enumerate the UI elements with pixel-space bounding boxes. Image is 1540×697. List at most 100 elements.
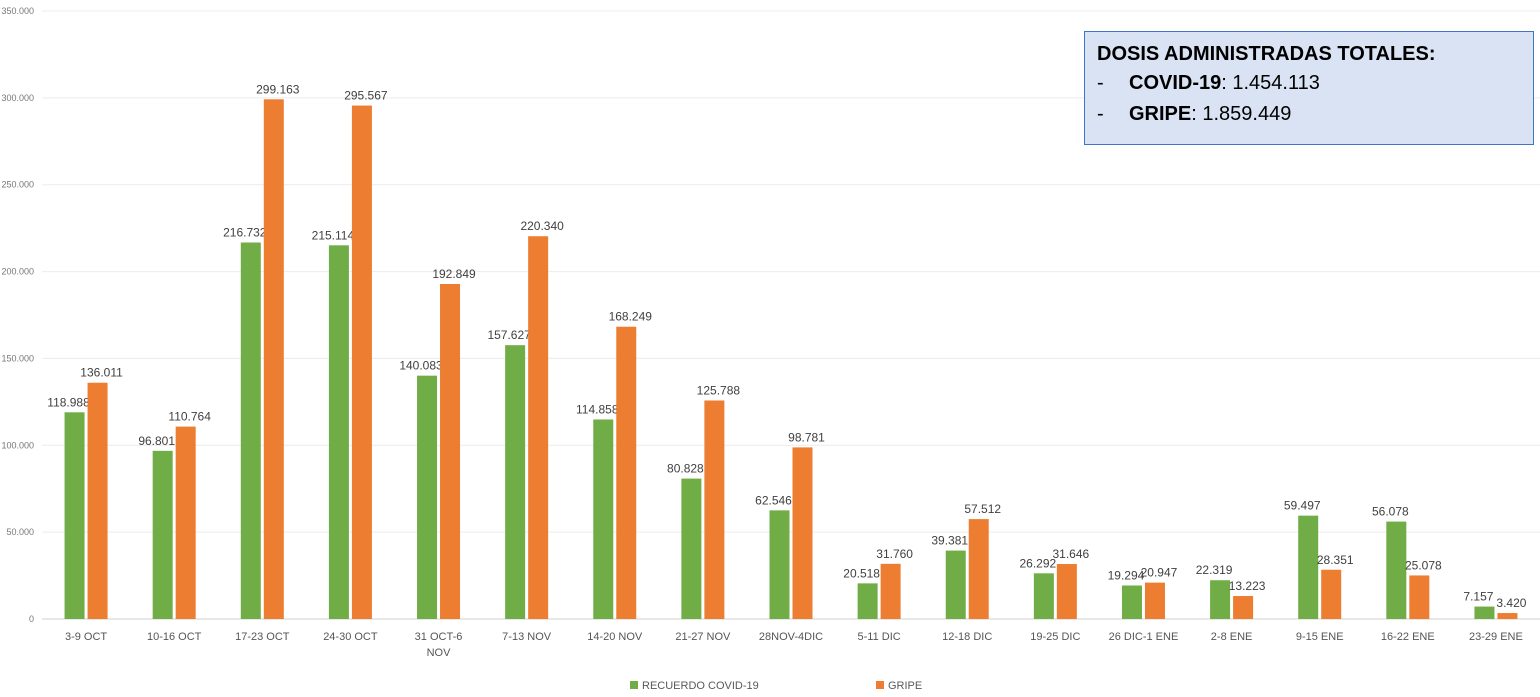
x-tick-label: 5-11 DIC	[858, 631, 901, 643]
bar-covid	[769, 510, 790, 619]
data-label-covid: 62.546	[755, 493, 792, 507]
legend-swatch-covid	[630, 681, 638, 689]
x-tick-label: 17-23 OCT	[235, 631, 290, 643]
data-label-gripe: 125.788	[697, 383, 741, 397]
bar-gripe	[880, 563, 901, 619]
data-label-covid: 216.732	[223, 226, 267, 240]
y-tick-label: 100.000	[1, 440, 34, 450]
bar-gripe	[1409, 575, 1430, 619]
bar-covid	[681, 478, 702, 619]
totals-box: DOSIS ADMINISTRADAS TOTALES: - COVID-19: …	[1084, 31, 1534, 145]
bar-gripe	[263, 99, 284, 619]
data-label-covid: 215.114	[312, 228, 355, 242]
x-tick-label: NOV	[427, 647, 452, 659]
x-tick-label: 14-20 NOV	[587, 631, 643, 643]
data-label-gripe: 295.567	[344, 89, 388, 103]
y-tick-label: 200.000	[1, 267, 34, 277]
data-label-gripe: 28.351	[1317, 553, 1354, 567]
bar-covid	[1298, 515, 1319, 619]
bar-gripe	[968, 519, 989, 619]
legend-label-gripe: GRIPE	[888, 680, 922, 692]
x-tick-label: 19-25 DIC	[1030, 631, 1080, 643]
bar-covid	[1386, 521, 1407, 619]
data-label-covid: 118.988	[47, 395, 90, 409]
data-label-covid: 59.497	[1284, 499, 1321, 513]
totals-covid-label: COVID-19	[1129, 72, 1222, 94]
list-dash: -	[1097, 72, 1104, 94]
bar-gripe	[1056, 564, 1077, 619]
bar-covid	[240, 242, 261, 619]
data-label-gripe: 20.947	[1141, 566, 1178, 580]
bar-gripe	[1321, 569, 1342, 619]
x-tick-label: 12-18 DIC	[942, 631, 992, 643]
x-tick-label: 2-8 ENE	[1211, 631, 1253, 643]
data-label-gripe: 3.420	[1496, 596, 1526, 610]
y-tick-label: 350.000	[1, 6, 34, 16]
y-tick-label: 250.000	[1, 180, 34, 190]
bar-gripe	[1144, 582, 1165, 619]
data-label-covid: 157.627	[487, 328, 531, 342]
data-label-gripe: 13.223	[1229, 579, 1266, 593]
bar-covid	[1121, 585, 1142, 619]
bar-covid	[152, 450, 173, 619]
data-label-covid: 7.157	[1463, 590, 1493, 604]
bar-covid	[593, 419, 614, 619]
totals-covid-value: : 1.454.113	[1221, 72, 1320, 94]
data-label-covid: 140.083	[399, 359, 443, 373]
data-label-gripe: 220.340	[520, 219, 564, 233]
data-label-covid: 26.292	[1020, 556, 1057, 570]
x-tick-label: 28NOV-4DIC	[759, 631, 823, 643]
bar-gripe	[440, 283, 461, 619]
data-label-covid: 20.518	[843, 566, 880, 580]
legend-label-covid: RECUERDO COVID-19	[642, 680, 759, 692]
bar-gripe	[616, 326, 637, 619]
x-tick-label: 23-29 ENE	[1469, 631, 1523, 643]
data-label-gripe: 98.781	[788, 430, 825, 444]
x-tick-label: 26 DIC-1 ENE	[1109, 631, 1179, 643]
y-tick-label: 150.000	[1, 353, 34, 363]
bar-gripe	[1497, 613, 1518, 619]
data-label-gripe: 299.163	[256, 82, 300, 96]
data-label-gripe: 31.646	[1053, 547, 1090, 561]
data-label-covid: 80.828	[667, 462, 704, 476]
bar-covid	[945, 550, 966, 619]
data-label-gripe: 31.760	[876, 547, 913, 561]
bar-covid	[64, 412, 85, 619]
list-dash: -	[1097, 103, 1104, 125]
x-tick-label: 9-15 ENE	[1296, 631, 1344, 643]
data-label-gripe: 110.764	[168, 410, 211, 424]
legend-swatch-gripe	[876, 681, 884, 689]
data-label-gripe: 57.512	[964, 502, 1001, 516]
x-tick-label: 7-13 NOV	[502, 631, 552, 643]
x-tick-label: 21-27 NOV	[675, 631, 731, 643]
totals-title: DOSIS ADMINISTRADAS TOTALES:	[1097, 43, 1436, 65]
data-label-covid: 96.801	[138, 434, 175, 448]
data-label-gripe: 136.011	[80, 366, 123, 380]
x-tick-label: 10-16 OCT	[147, 631, 202, 643]
bar-covid	[417, 375, 438, 619]
bar-gripe	[528, 236, 549, 619]
totals-gripe-value: : 1.859.449	[1191, 103, 1292, 125]
bar-gripe	[351, 105, 372, 619]
x-tick-label: 16-22 ENE	[1381, 631, 1435, 643]
bar-gripe	[87, 382, 108, 619]
x-tick-label: 31 OCT-6	[415, 631, 463, 643]
bar-covid	[1033, 573, 1054, 619]
bar-covid	[857, 583, 878, 619]
data-label-gripe: 25.078	[1405, 558, 1442, 572]
y-tick-label: 0	[29, 614, 34, 624]
bar-covid	[505, 345, 526, 619]
data-label-covid: 39.381	[931, 534, 968, 548]
bar-covid	[328, 245, 349, 619]
bar-covid	[1474, 606, 1495, 619]
bar-covid	[1210, 580, 1231, 619]
x-tick-label: 24-30 OCT	[323, 631, 378, 643]
totals-gripe-label: GRIPE	[1129, 103, 1192, 125]
bar-gripe	[792, 447, 813, 619]
data-label-covid: 56.078	[1372, 505, 1409, 519]
bar-gripe	[704, 400, 725, 619]
data-label-covid: 19.294	[1108, 568, 1145, 582]
data-label-gripe: 192.849	[432, 267, 476, 281]
data-label-covid: 22.319	[1196, 563, 1233, 577]
